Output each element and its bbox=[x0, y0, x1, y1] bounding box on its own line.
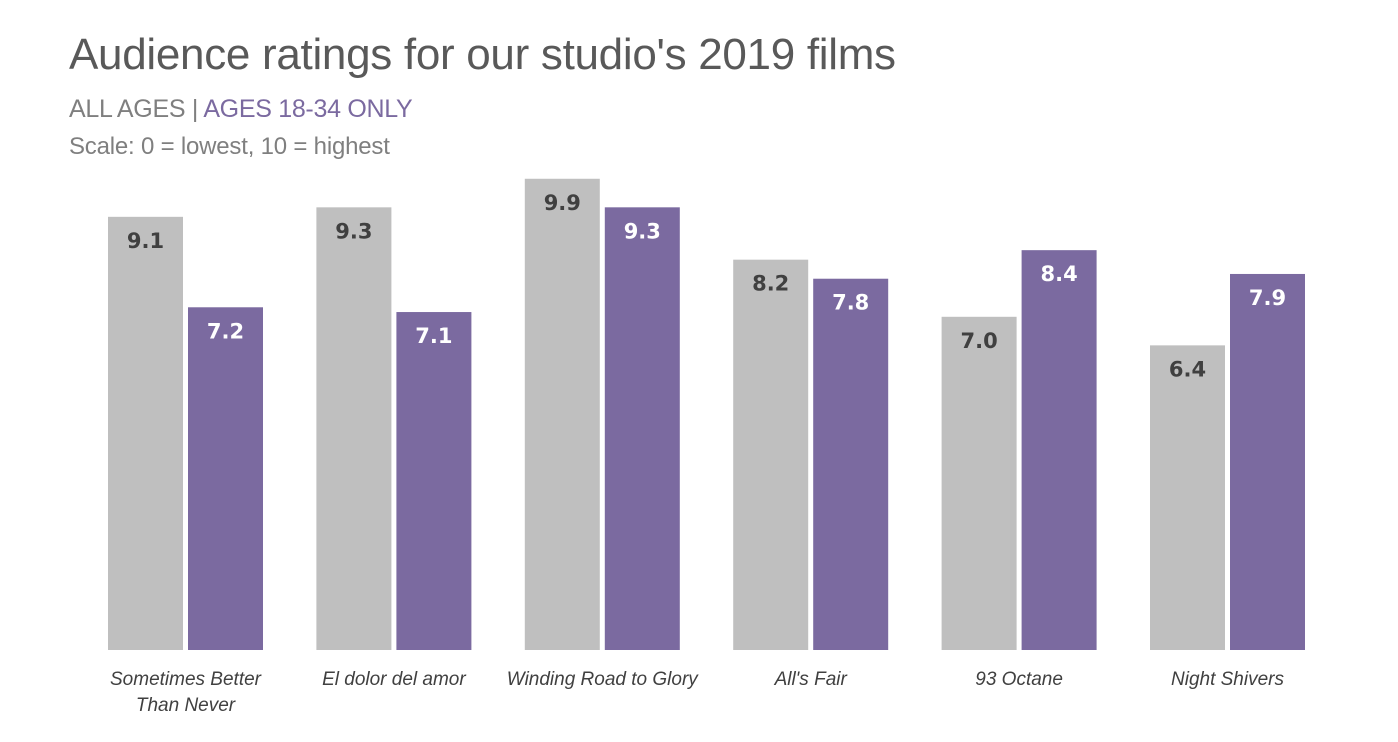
bar-ages-18-34-1 bbox=[188, 307, 263, 650]
category-label-1: Sometimes Better Than Never bbox=[110, 669, 262, 716]
bar-all-ages-1 bbox=[108, 216, 183, 650]
category-label-line: 93 Octane bbox=[975, 669, 1063, 690]
category-label-line: Sometimes Better bbox=[110, 669, 262, 690]
category-label-line: All's Fair bbox=[774, 669, 848, 690]
bar-all-ages-6 bbox=[1150, 345, 1225, 650]
bar-all-ages-5 bbox=[941, 316, 1017, 650]
scale-note: Scale: 0 = lowest, 10 = highest bbox=[69, 133, 390, 160]
category-label-line: El dolor del amor bbox=[322, 669, 466, 690]
legend-all-ages: ALL AGES bbox=[69, 95, 186, 123]
bar-all-ages-2 bbox=[316, 207, 392, 650]
bar-all-ages-3 bbox=[524, 178, 600, 650]
category-label-line: Than Never bbox=[136, 695, 236, 716]
category-label-6: Night Shivers bbox=[1171, 669, 1284, 690]
value-label-all-ages-2: 9.3 bbox=[335, 219, 372, 243]
bar-ages-18-34-5 bbox=[1021, 250, 1097, 650]
value-label-all-ages-6: 6.4 bbox=[1169, 357, 1206, 381]
category-label-line: Winding Road to Glory bbox=[507, 669, 699, 690]
bar-ages-18-34-6 bbox=[1230, 273, 1305, 650]
category-label-3: Winding Road to Glory bbox=[507, 669, 699, 690]
value-label-ages-18-34-4: 7.8 bbox=[832, 291, 869, 315]
value-label-all-ages-3: 9.9 bbox=[544, 191, 581, 215]
bar-ages-18-34-4 bbox=[813, 278, 889, 650]
value-label-ages-18-34-5: 8.4 bbox=[1040, 262, 1077, 286]
value-label-ages-18-34-1: 7.2 bbox=[207, 319, 244, 343]
value-label-all-ages-4: 8.2 bbox=[752, 272, 789, 296]
value-label-all-ages-1: 9.1 bbox=[127, 229, 164, 253]
category-label-line: Night Shivers bbox=[1171, 669, 1284, 690]
value-label-ages-18-34-6: 7.9 bbox=[1249, 286, 1286, 310]
legend-separator: | bbox=[185, 95, 204, 123]
value-label-ages-18-34-2: 7.1 bbox=[415, 324, 452, 348]
bar-ages-18-34-3 bbox=[604, 207, 680, 650]
category-label-4: All's Fair bbox=[774, 669, 848, 690]
category-label-5: 93 Octane bbox=[975, 669, 1063, 690]
chart-subtitle: ALL AGES | AGES 18-34 ONLY bbox=[69, 95, 413, 124]
value-label-all-ages-5: 7.0 bbox=[960, 329, 997, 353]
chart-title: Audience ratings for our studio's 2019 f… bbox=[69, 30, 896, 79]
bar-ages-18-34-2 bbox=[396, 312, 472, 650]
bar-all-ages-4 bbox=[733, 259, 809, 650]
category-label-2: El dolor del amor bbox=[322, 669, 466, 690]
value-label-ages-18-34-3: 9.3 bbox=[624, 219, 661, 243]
legend-ages-18-34: AGES 18-34 ONLY bbox=[203, 95, 413, 123]
